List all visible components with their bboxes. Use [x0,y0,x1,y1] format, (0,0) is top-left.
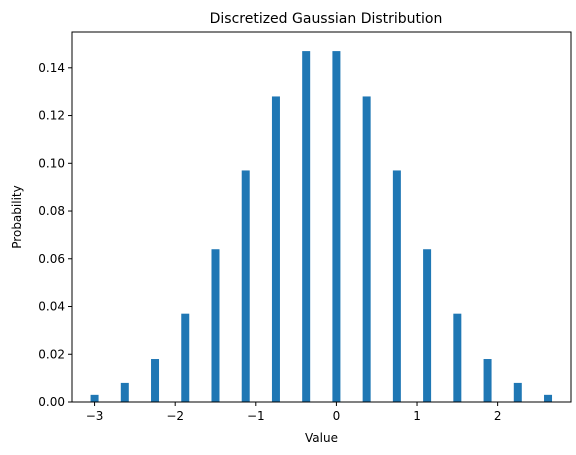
y-axis-ticks: 0.00 0.02 0.04 0.06 0.08 0.10 0.12 0.14 [38,61,72,409]
bar [392,170,401,402]
bar [271,96,280,402]
x-tick-label: 0 [333,409,341,423]
bar [423,249,432,402]
y-tick-label: 0.00 [38,395,65,409]
bar [211,249,220,402]
x-tick-label: −2 [166,409,184,423]
x-tick-label: −1 [247,409,265,423]
bar [90,394,99,402]
y-tick-label: 0.02 [38,347,65,361]
y-tick-label: 0.04 [38,300,65,314]
bar [181,313,190,402]
y-tick-label: 0.06 [38,252,65,266]
x-tick-label: 1 [413,409,421,423]
bar [332,51,341,402]
y-tick-label: 0.14 [38,61,65,75]
bars-group [90,51,553,402]
bar [453,313,462,402]
y-tick-label: 0.08 [38,204,65,218]
x-tick-label: −3 [86,409,104,423]
y-axis-label: Probability [10,185,24,248]
y-tick-label: 0.10 [38,156,65,170]
bar [513,382,522,402]
x-axis-ticks: −3 −2 −1 0 1 2 [86,402,502,423]
bar [362,96,371,402]
bar [241,170,250,402]
x-axis-label: Value [305,431,338,445]
bar [302,51,311,402]
bar [151,359,160,402]
bar [483,359,492,402]
y-tick-label: 0.12 [38,109,65,123]
plot-frame [71,31,572,403]
bar [544,394,553,402]
x-tick-label: 2 [494,409,502,423]
bar [120,382,129,402]
chart-title: Discretized Gaussian Distribution [210,11,443,27]
